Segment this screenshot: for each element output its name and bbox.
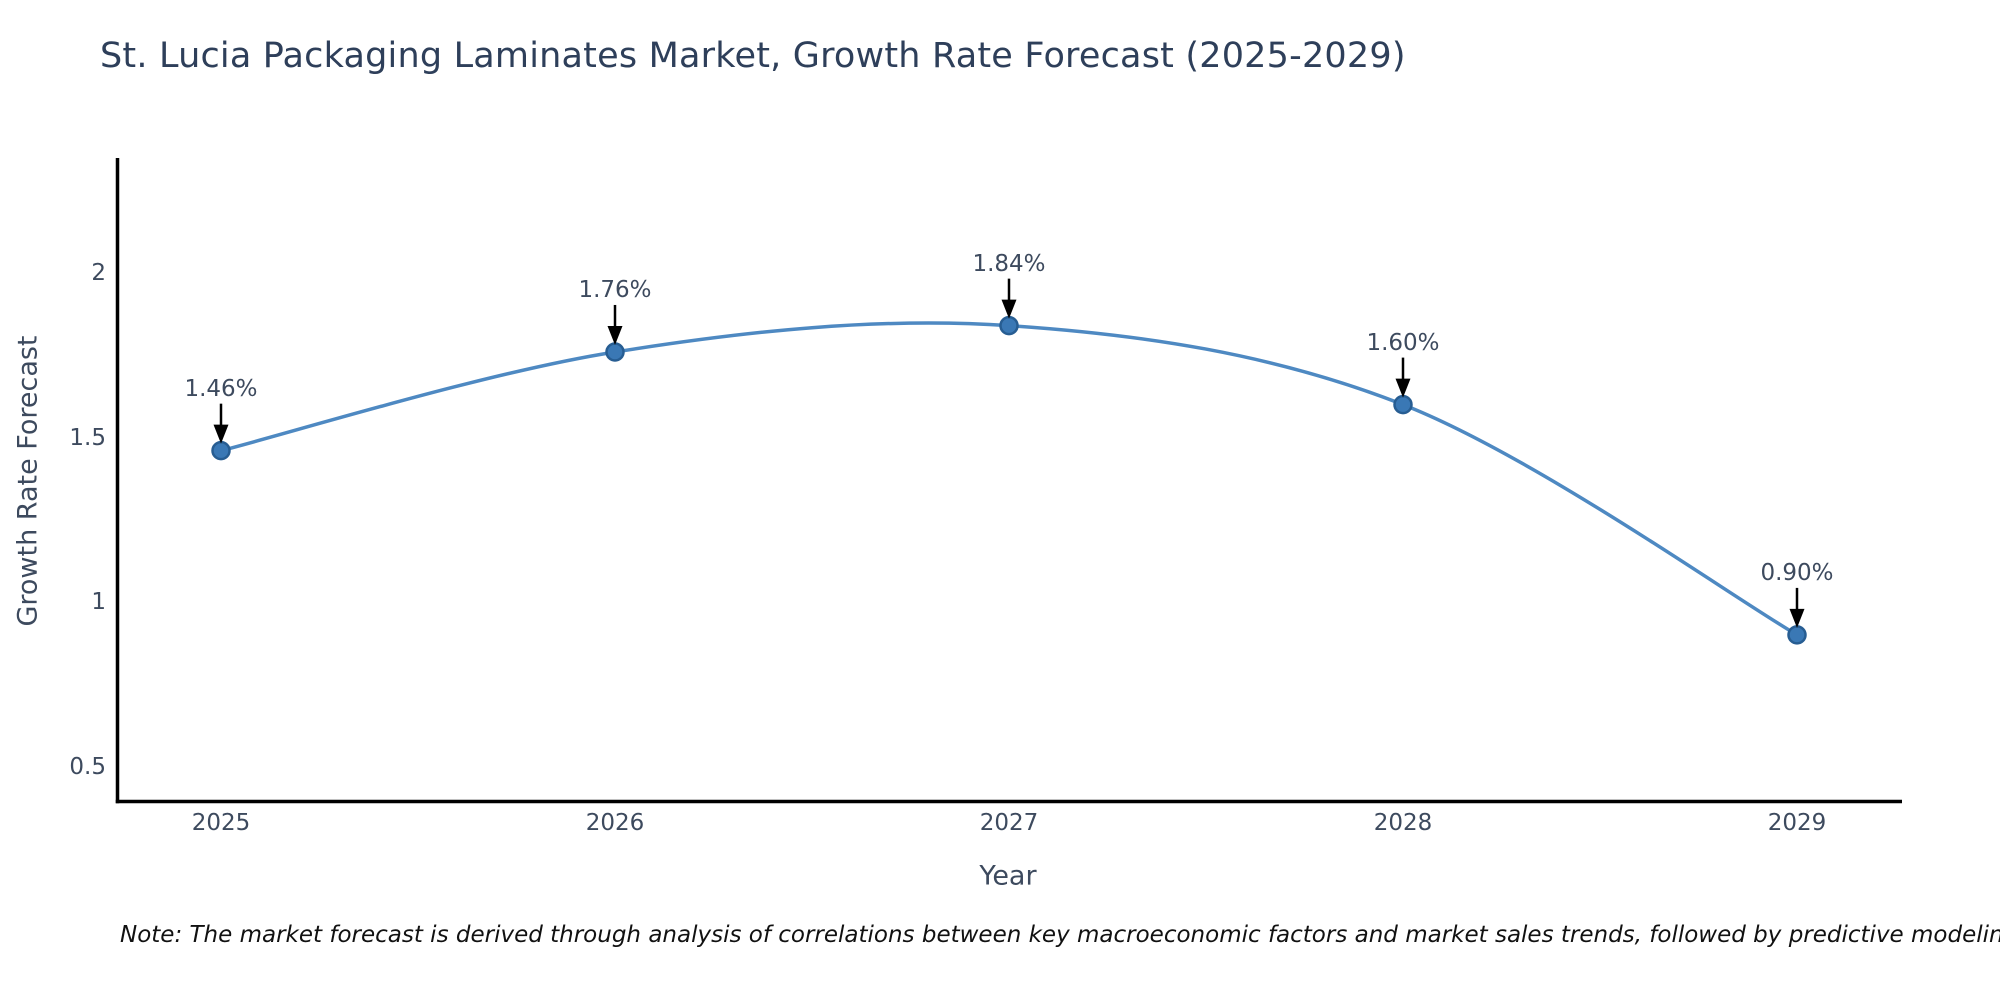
x-tick-label: 2026 <box>585 810 645 836</box>
data-point-marker <box>605 342 625 362</box>
data-point-marker <box>211 440 231 461</box>
x-tick-label: 2025 <box>191 810 251 836</box>
data-point-marker <box>1393 394 1413 415</box>
data-point-label: 1.46% <box>184 376 258 402</box>
y-tick-label: 2 <box>91 260 106 286</box>
y-tick-label: 1.5 <box>69 425 106 451</box>
annotation-arrow-head <box>1001 299 1017 319</box>
annotation-arrow-head <box>1395 378 1411 398</box>
data-point-marker <box>999 315 1019 336</box>
y-tick-label: 1 <box>91 589 106 615</box>
data-point-label: 0.90% <box>1760 560 1834 586</box>
annotation-arrow-head <box>213 424 229 444</box>
data-point-marker <box>1787 625 1807 645</box>
x-tick-label: 2029 <box>1767 810 1827 836</box>
x-tick-label: 2028 <box>1373 810 1433 836</box>
data-point-label: 1.60% <box>1366 330 1440 356</box>
chart-title: St. Lucia Packaging Laminates Market, Gr… <box>100 36 1406 76</box>
data-point-label: 1.84% <box>972 251 1046 277</box>
data-point-label: 1.76% <box>578 277 652 303</box>
x-tick-label: 2027 <box>979 810 1039 836</box>
annotation-arrow-head <box>607 325 623 345</box>
series-line <box>220 321 1798 637</box>
annotation-arrow-head <box>1789 608 1805 628</box>
x-axis-title: Year <box>979 860 1037 892</box>
y-tick-label: 0.5 <box>69 754 106 780</box>
y-axis-title: Growth Rate Forecast <box>12 335 44 627</box>
footnote: Note: The market forecast is derived thr… <box>120 922 2000 948</box>
